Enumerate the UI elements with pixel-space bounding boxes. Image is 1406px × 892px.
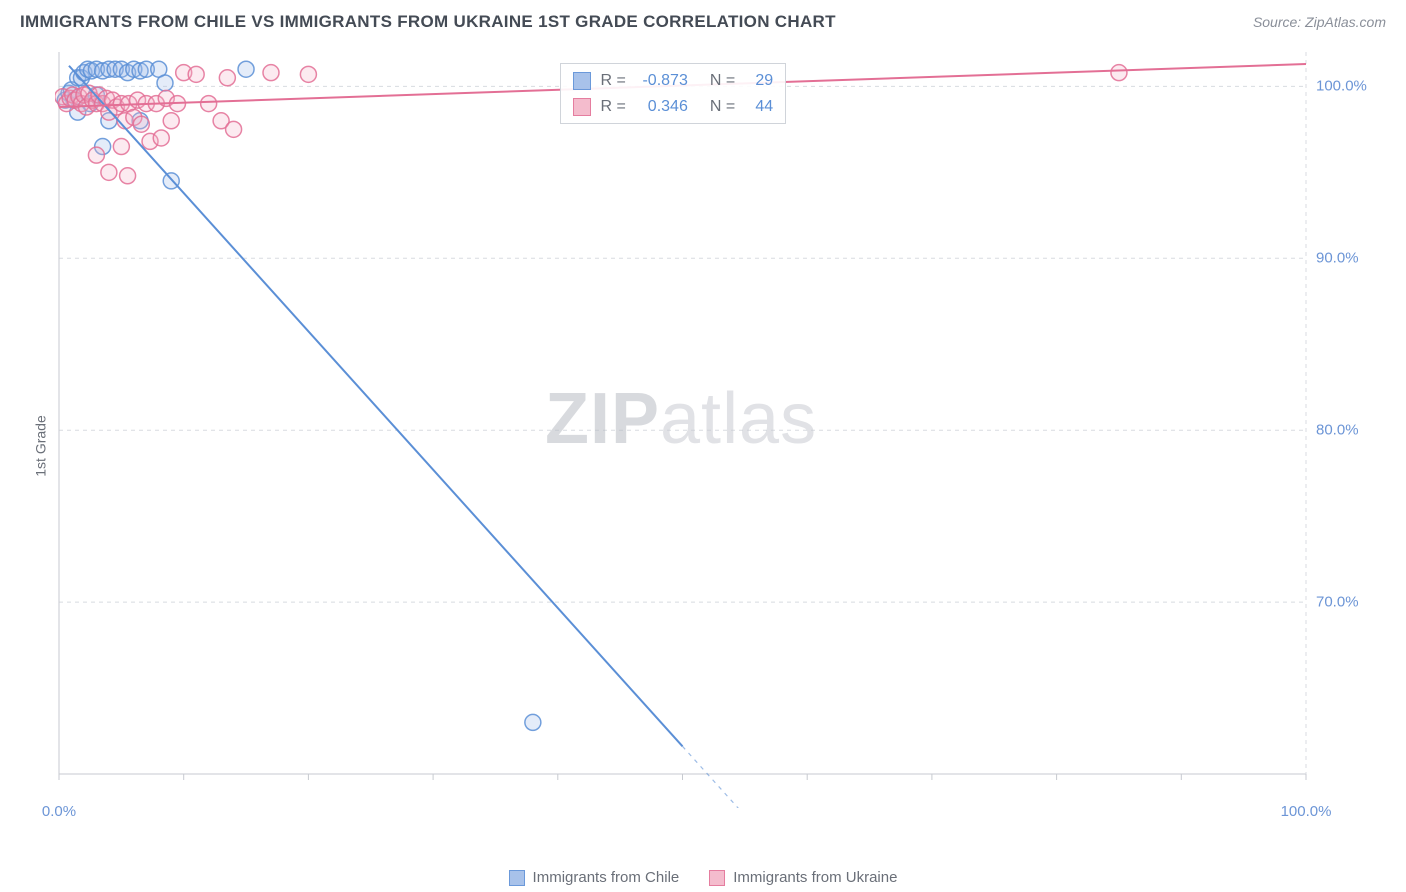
chart-title: IMMIGRANTS FROM CHILE VS IMMIGRANTS FROM… [20, 12, 836, 32]
y-tick-label: 100.0% [1316, 78, 1367, 95]
chart-area: 70.0%80.0%90.0%100.0% 0.0%100.0% R =-0.8… [55, 48, 1375, 828]
bottom-legend: Immigrants from Chile Immigrants from Ukr… [0, 869, 1406, 886]
legend-swatch-icon [709, 870, 725, 886]
legend-swatch-icon [509, 870, 525, 886]
x-tick-label: 100.0% [1281, 803, 1332, 820]
source-label: Source: ZipAtlas.com [1253, 14, 1386, 30]
scatter-chart [55, 48, 1310, 808]
x-tick-label: 0.0% [42, 803, 76, 820]
stats-swatch-icon [573, 98, 591, 116]
legend-item: Immigrants from Chile [509, 869, 680, 886]
stats-row: R =-0.873N =29 [573, 68, 774, 94]
legend-label: Immigrants from Chile [533, 869, 680, 886]
legend-item: Immigrants from Ukraine [709, 869, 897, 886]
stats-row: R =0.346N =44 [573, 94, 774, 120]
stats-box: R =-0.873N =29R =0.346N =44 [560, 63, 787, 124]
y-axis-label: 1st Grade [33, 415, 49, 476]
stats-swatch-icon [573, 72, 591, 90]
y-tick-label: 80.0% [1316, 422, 1359, 439]
legend-label: Immigrants from Ukraine [733, 869, 897, 886]
y-tick-label: 70.0% [1316, 594, 1359, 611]
y-tick-label: 90.0% [1316, 250, 1359, 267]
